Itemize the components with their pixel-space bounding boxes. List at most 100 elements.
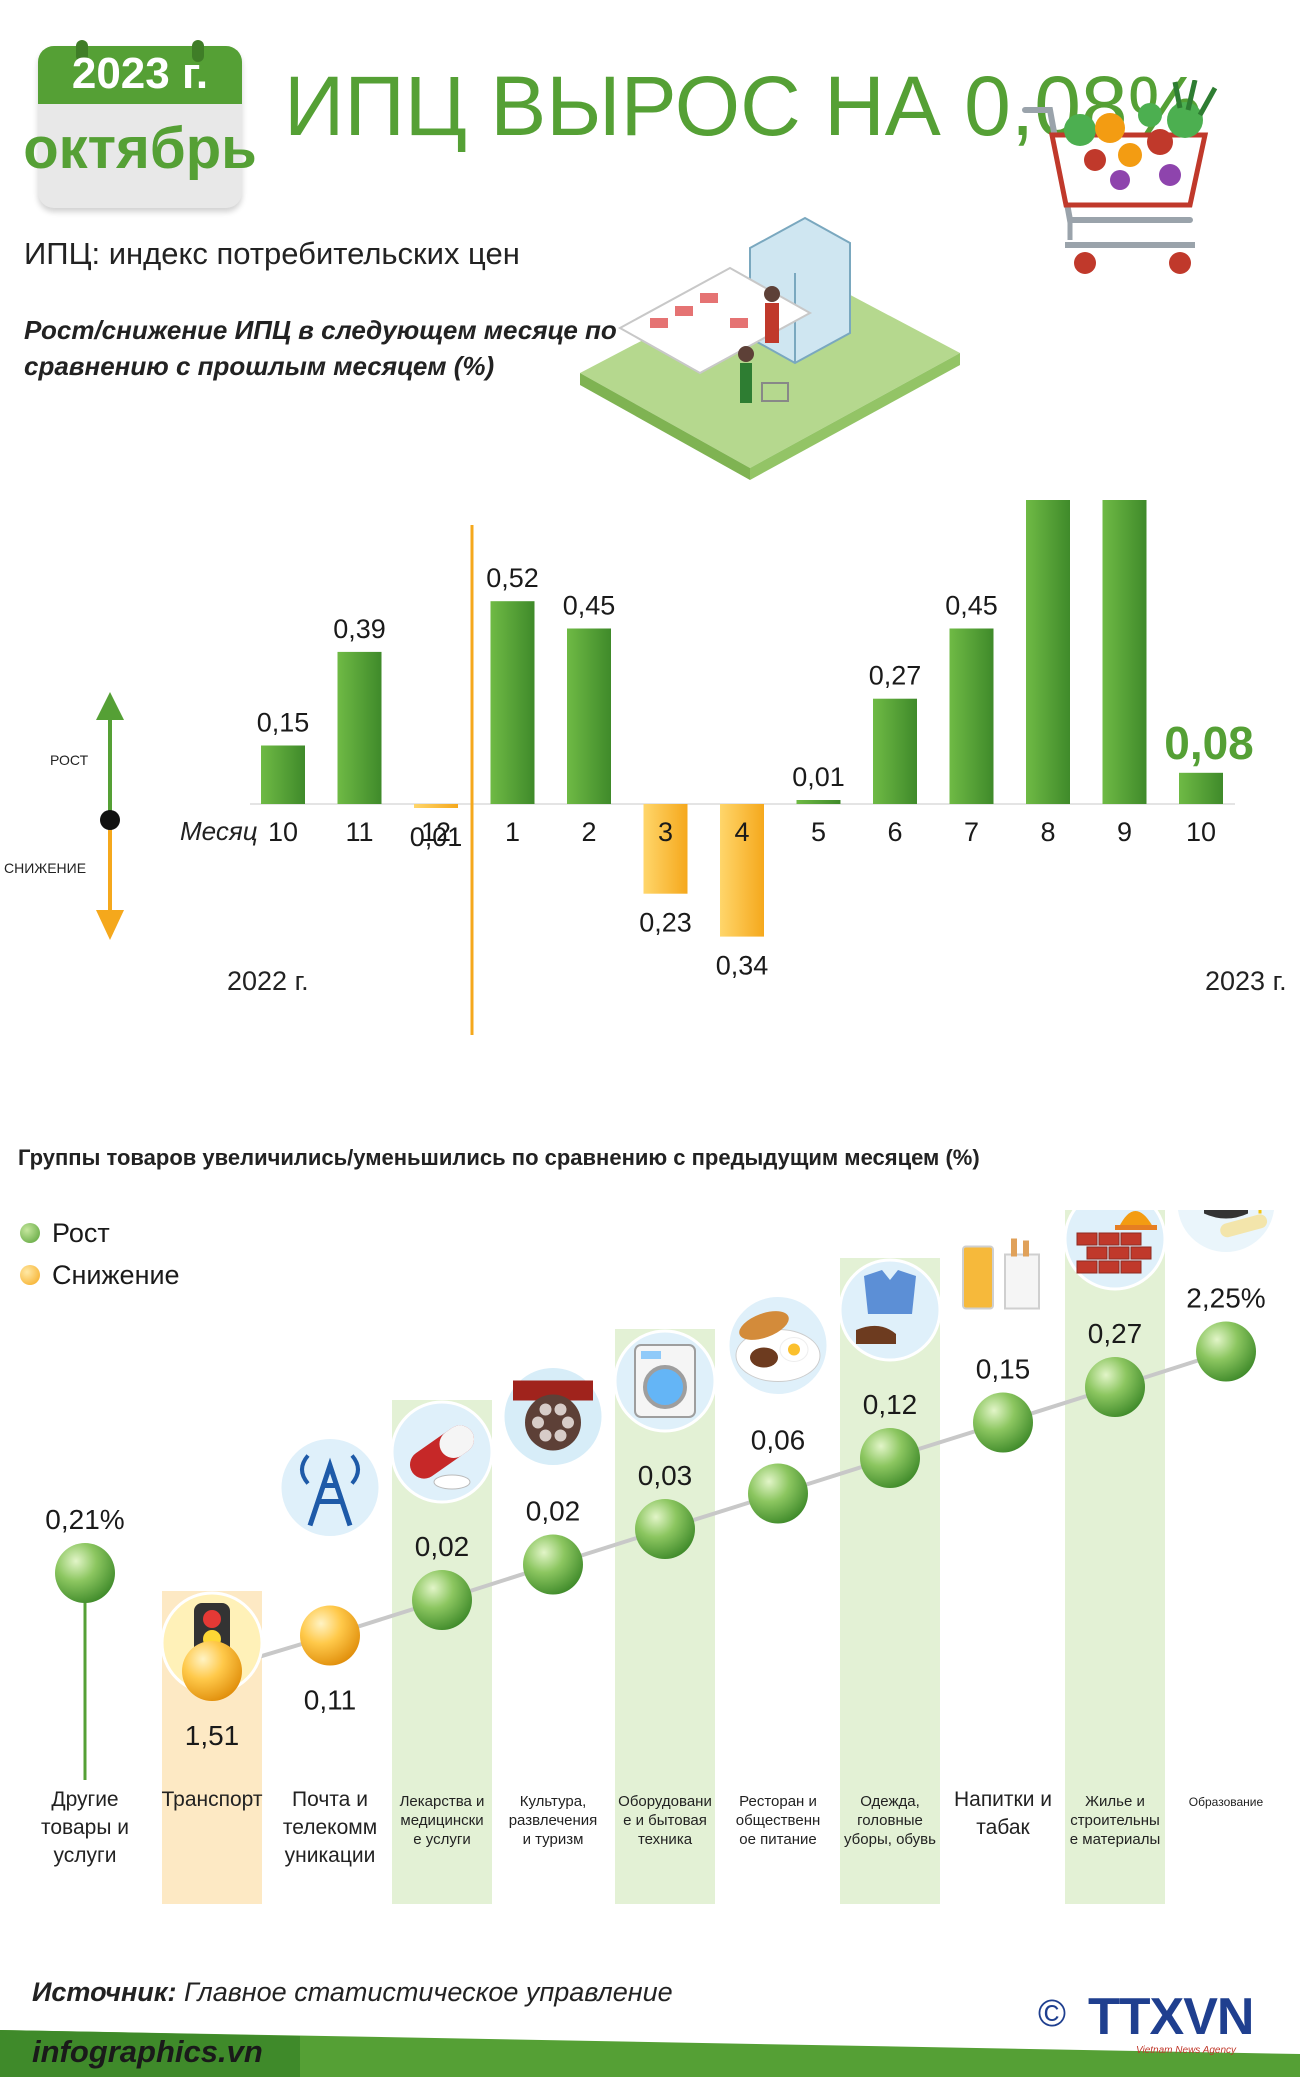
signal-waves: [300, 1454, 360, 1485]
growth-point: [1085, 1357, 1145, 1417]
cpi-bar: [1179, 772, 1223, 804]
group-value-label: 0,06: [751, 1425, 806, 1456]
group-category-label: е услуги: [413, 1831, 470, 1848]
cinema-curtain: [513, 1380, 593, 1401]
group-category-label: развлечения: [509, 1812, 598, 1829]
cigarette: [1023, 1240, 1029, 1257]
up-arrow-icon: [96, 692, 124, 720]
chart2-legend: Рост Снижение: [18, 1212, 180, 1296]
brick: [1076, 1260, 1098, 1274]
decline-point: [182, 1641, 242, 1701]
growth-point: [973, 1392, 1033, 1453]
cap-base: [1204, 1210, 1248, 1219]
cpi-bar: [949, 628, 994, 804]
machine-panel: [641, 1351, 661, 1359]
cpi-bar: [1102, 500, 1147, 804]
legend-item-growth: Рост: [18, 1212, 180, 1254]
group-value-label: 0,02: [415, 1531, 470, 1562]
film-reel-icon: [501, 1365, 605, 1468]
copyright-mark: ©: [1038, 1993, 1066, 2035]
shopping-cart-icon: [1022, 80, 1218, 274]
goods-groups-dot-chart: 0,21% Другие товары и услуги 1,51 Транспорт 0,…: [41, 1210, 1278, 1904]
month-tick-label: 11: [345, 817, 373, 847]
cpi-bar: [1026, 500, 1070, 804]
reel-hole: [554, 1403, 567, 1416]
month-tick-label: 1: [505, 817, 520, 847]
cpi-bar: [337, 651, 382, 804]
group-category-label: ое питание: [739, 1831, 816, 1848]
brick: [1098, 1232, 1120, 1246]
group-value-label: 0,03: [638, 1460, 693, 1491]
group-category-label: Напитки и: [954, 1788, 1052, 1811]
website-link[interactable]: infographics.vn: [32, 2034, 263, 2069]
group-category-label: общественн: [736, 1812, 821, 1829]
cpi-value-label: 0,08: [1164, 717, 1254, 769]
helmet: [1119, 1211, 1153, 1227]
cpi-value-label: 0,52: [486, 563, 539, 593]
reel-hole: [539, 1403, 552, 1416]
reel-hole: [532, 1416, 544, 1429]
year-label-2023: 2023 г.: [1205, 966, 1287, 996]
month-tick-label: 10: [268, 817, 298, 847]
egg-yolk: [788, 1343, 800, 1356]
growth-label: РОСТ: [50, 752, 89, 768]
group-category-label: телекомм: [283, 1816, 377, 1839]
steak: [750, 1347, 778, 1368]
source-line: Источник: Главное статистическое управле…: [32, 1977, 673, 2008]
group-category-label: медицински: [400, 1812, 483, 1829]
cigarette-pack: [1004, 1253, 1040, 1310]
decline-point: [300, 1605, 360, 1666]
cpi-value-label: 0,01: [410, 822, 463, 852]
tower-frame: [307, 1457, 353, 1527]
group-category-label: уборы, обувь: [844, 1831, 936, 1848]
down-arrow-icon: [96, 910, 124, 940]
shirt: [864, 1270, 916, 1314]
growth-point: [748, 1463, 808, 1524]
group-value-label: 0,15: [976, 1354, 1031, 1385]
calendar-ring-icon: [76, 40, 88, 62]
drinks-cigarettes-icon: [951, 1223, 1055, 1326]
brick: [1130, 1246, 1152, 1260]
cpi-value-label: 0,34: [716, 951, 769, 981]
brick: [1120, 1260, 1142, 1274]
diploma: [1220, 1214, 1268, 1238]
chart2-title: Группы товаров увеличились/уменьшились п…: [18, 1145, 980, 1170]
month-tick-label: 4: [734, 817, 749, 847]
legend-label-decline: Снижение: [52, 1260, 180, 1290]
month-tick-label: 12: [421, 817, 451, 847]
bread: [739, 1311, 789, 1340]
calendar-month: октябрь: [23, 116, 257, 181]
machine-door: [643, 1365, 687, 1409]
reel: [525, 1394, 581, 1451]
group-value-label: 0,21%: [45, 1504, 124, 1535]
cpi-bar: [414, 804, 458, 808]
capsule-half: [439, 1425, 475, 1458]
group-category-label: Жилье и: [1085, 1793, 1145, 1810]
logo-subtitle: Vietnam News Agency: [1136, 2045, 1237, 2056]
logo-text: TTXVN: [1088, 1988, 1254, 2046]
group-category-label: Ресторан и: [739, 1793, 817, 1810]
legend-label-growth: Рост: [52, 1218, 110, 1248]
group-value-label: 0,02: [526, 1496, 581, 1527]
legend-item-decline: Снижение: [18, 1254, 180, 1296]
month-tick-label: 6: [887, 817, 902, 847]
group-category-label: Другие: [51, 1788, 118, 1811]
group-value-label: 0,11: [304, 1685, 356, 1716]
growth-point: [860, 1428, 920, 1488]
supermarket-illustration-icon: [580, 216, 960, 480]
group-category-label: товары и: [41, 1816, 129, 1839]
category-column-band: [1065, 1210, 1165, 1904]
category-column-band: [840, 1258, 940, 1904]
cpi-value-label: 0,01: [792, 762, 845, 792]
cpi-value-label: 0,15: [257, 708, 310, 738]
calendar-year: 2023 г.: [71, 49, 209, 98]
cpi-bar: [873, 698, 917, 804]
decline-label: СНИЖЕНИЕ: [4, 860, 86, 876]
growth-point: [635, 1499, 695, 1559]
group-category-label: Лекарства и: [400, 1793, 485, 1810]
group-category-label: Одежда,: [860, 1793, 920, 1810]
group-category-label: Культура,: [520, 1793, 587, 1810]
zero-point-icon: [100, 810, 120, 830]
group-category-label: е материалы: [1070, 1831, 1160, 1848]
